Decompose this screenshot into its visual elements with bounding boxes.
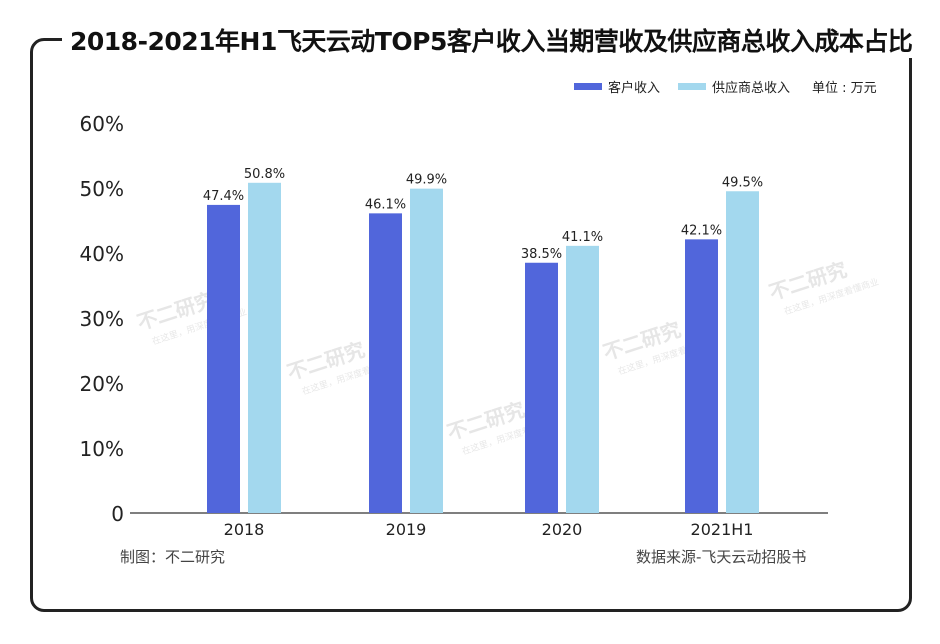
x-tick-label: 2019 (386, 520, 427, 539)
footer-credit: 制图：不二研究 (120, 548, 226, 566)
bar-customer (685, 239, 718, 513)
bar-customer (369, 213, 402, 513)
data-label: 47.4% (203, 189, 244, 204)
data-label: 49.5% (722, 175, 763, 190)
legend: 客户收入 供应商总收入 单位 : 万元 (574, 77, 877, 96)
x-tick-label: 2020 (542, 520, 583, 539)
data-label: 41.1% (562, 230, 603, 245)
legend-swatch-customer (574, 83, 602, 90)
bar-supplier (726, 191, 759, 513)
bar-supplier (410, 188, 443, 513)
y-tick-label: 20% (80, 372, 124, 396)
bar-customer (525, 262, 558, 513)
data-label: 38.5% (521, 247, 562, 262)
chart-title: 2018-2021年H1飞天云动TOP5客户收入当期营收及供应商总收入成本占比 (62, 22, 921, 58)
footer-source: 数据来源-飞天云动招股书 (636, 548, 807, 566)
data-label: 50.8% (244, 167, 285, 182)
y-tick-label: 30% (80, 307, 124, 331)
bar-supplier (248, 182, 281, 514)
legend-label-supplier: 供应商总收入 (712, 81, 791, 96)
unit-label: 单位 : 万元 (812, 81, 877, 96)
y-tick-label: 10% (80, 437, 124, 461)
x-tick-label: 2018 (224, 520, 265, 539)
data-label: 42.1% (681, 223, 722, 238)
y-tick-label: 50% (80, 177, 124, 201)
legend-label-customer: 客户收入 (608, 81, 661, 96)
y-tick-label: 40% (80, 242, 124, 266)
legend-swatch-supplier (678, 83, 707, 90)
data-label: 49.9% (406, 173, 447, 188)
data-label: 46.1% (365, 197, 406, 212)
bar-customer (207, 204, 240, 513)
x-tick-label: 2021H1 (691, 520, 754, 539)
y-tick-label: 60% (80, 112, 124, 136)
bar-supplier (566, 245, 599, 513)
y-tick-label: 0 (111, 502, 124, 526)
